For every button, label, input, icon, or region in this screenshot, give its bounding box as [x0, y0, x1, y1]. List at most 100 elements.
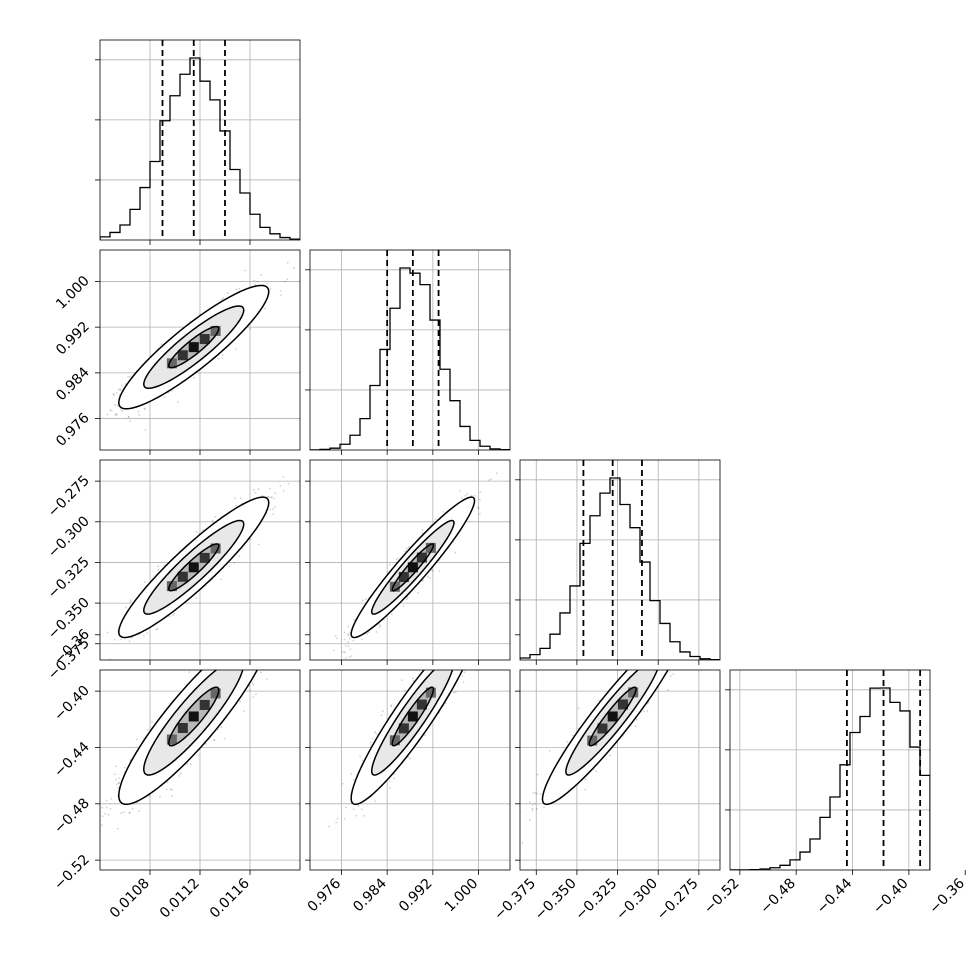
density-cell	[398, 723, 409, 734]
sample-point	[269, 288, 272, 291]
sample-point	[244, 269, 247, 272]
sample-point	[667, 644, 669, 646]
sample-point	[654, 653, 656, 655]
sample-point	[535, 792, 538, 795]
x-tick-label: −0.36	[926, 875, 968, 917]
sample-point	[393, 777, 396, 780]
sample-point	[244, 666, 246, 668]
sample-point	[217, 652, 219, 654]
sample-point	[661, 651, 663, 653]
sample-point	[274, 506, 276, 508]
sample-point	[442, 656, 444, 658]
sample-point	[464, 631, 466, 633]
sample-point	[494, 609, 496, 611]
sample-point	[667, 633, 669, 635]
sample-point	[286, 261, 289, 264]
sample-point	[442, 652, 444, 654]
sample-point	[492, 595, 494, 597]
contour-line-1	[370, 519, 455, 615]
sample-point	[390, 705, 393, 708]
sample-point	[251, 656, 253, 658]
sample-point	[216, 655, 218, 657]
sample-point	[452, 691, 455, 694]
sample-point	[332, 649, 335, 652]
contour-line-1	[370, 670, 454, 776]
sample-point	[467, 656, 469, 658]
sample-point	[212, 739, 215, 741]
sample-point	[451, 661, 453, 663]
sample-point	[115, 391, 118, 394]
density-cell	[398, 572, 409, 583]
sample-point	[479, 491, 482, 494]
density-cell	[177, 350, 188, 361]
density-cell	[210, 688, 221, 699]
sample-point	[662, 661, 664, 663]
sample-point	[210, 664, 212, 666]
sample-point	[113, 773, 116, 776]
sample-point	[440, 654, 442, 656]
sample-point	[260, 647, 262, 649]
sample-point	[117, 389, 120, 391]
sample-point	[236, 661, 238, 663]
sample-point	[246, 637, 248, 639]
sample-point	[220, 578, 223, 581]
sample-point	[675, 635, 677, 637]
contour-line-1	[142, 305, 245, 390]
sample-point	[459, 654, 461, 656]
sample-point	[445, 648, 447, 650]
sample-point	[251, 647, 253, 649]
sample-point	[252, 665, 254, 667]
sample-point	[453, 656, 455, 658]
sample-point	[217, 664, 219, 666]
sample-point	[239, 656, 241, 658]
sample-point	[350, 773, 352, 775]
sample-point	[651, 652, 653, 654]
sample-point	[360, 808, 363, 811]
sample-point	[539, 793, 542, 796]
sample-point	[665, 641, 667, 643]
sample-point	[678, 637, 680, 639]
sample-point	[143, 408, 146, 411]
sample-point	[114, 765, 117, 768]
sample-point	[668, 645, 670, 647]
sample-point	[228, 565, 231, 568]
sample-point	[101, 806, 104, 809]
sample-point	[447, 645, 449, 647]
sample-point	[454, 623, 456, 625]
sample-point	[450, 642, 452, 644]
sample-point	[659, 654, 661, 656]
sample-point	[666, 664, 668, 666]
sample-point	[326, 668, 328, 670]
sample-point	[421, 580, 424, 582]
sample-point	[662, 663, 664, 665]
sample-point	[671, 661, 673, 663]
sample-point	[690, 624, 692, 626]
sample-point	[536, 773, 539, 776]
y-tick-label: −0.40	[51, 683, 93, 725]
sample-point	[243, 662, 245, 664]
sample-point	[92, 787, 94, 789]
sample-point	[270, 630, 272, 632]
sample-point	[220, 726, 223, 728]
sample-point	[260, 621, 262, 623]
sample-point	[100, 667, 102, 669]
contour-line-1	[565, 670, 659, 776]
sample-point	[247, 668, 249, 670]
sample-point	[406, 596, 409, 599]
density-cell	[188, 562, 199, 573]
x-tick-label: −0.52	[701, 876, 743, 918]
sample-point	[456, 645, 458, 647]
sample-point	[647, 657, 649, 659]
sample-point	[220, 655, 222, 657]
sample-point	[328, 825, 330, 828]
sample-point	[215, 639, 217, 641]
sample-point	[246, 619, 248, 621]
sample-point	[266, 636, 268, 638]
sample-point	[440, 660, 442, 662]
panel-content	[92, 619, 300, 870]
sample-point	[643, 660, 645, 662]
sample-point	[467, 656, 469, 658]
sample-point	[239, 497, 242, 500]
sample-point	[412, 677, 415, 680]
sample-point	[146, 632, 149, 635]
